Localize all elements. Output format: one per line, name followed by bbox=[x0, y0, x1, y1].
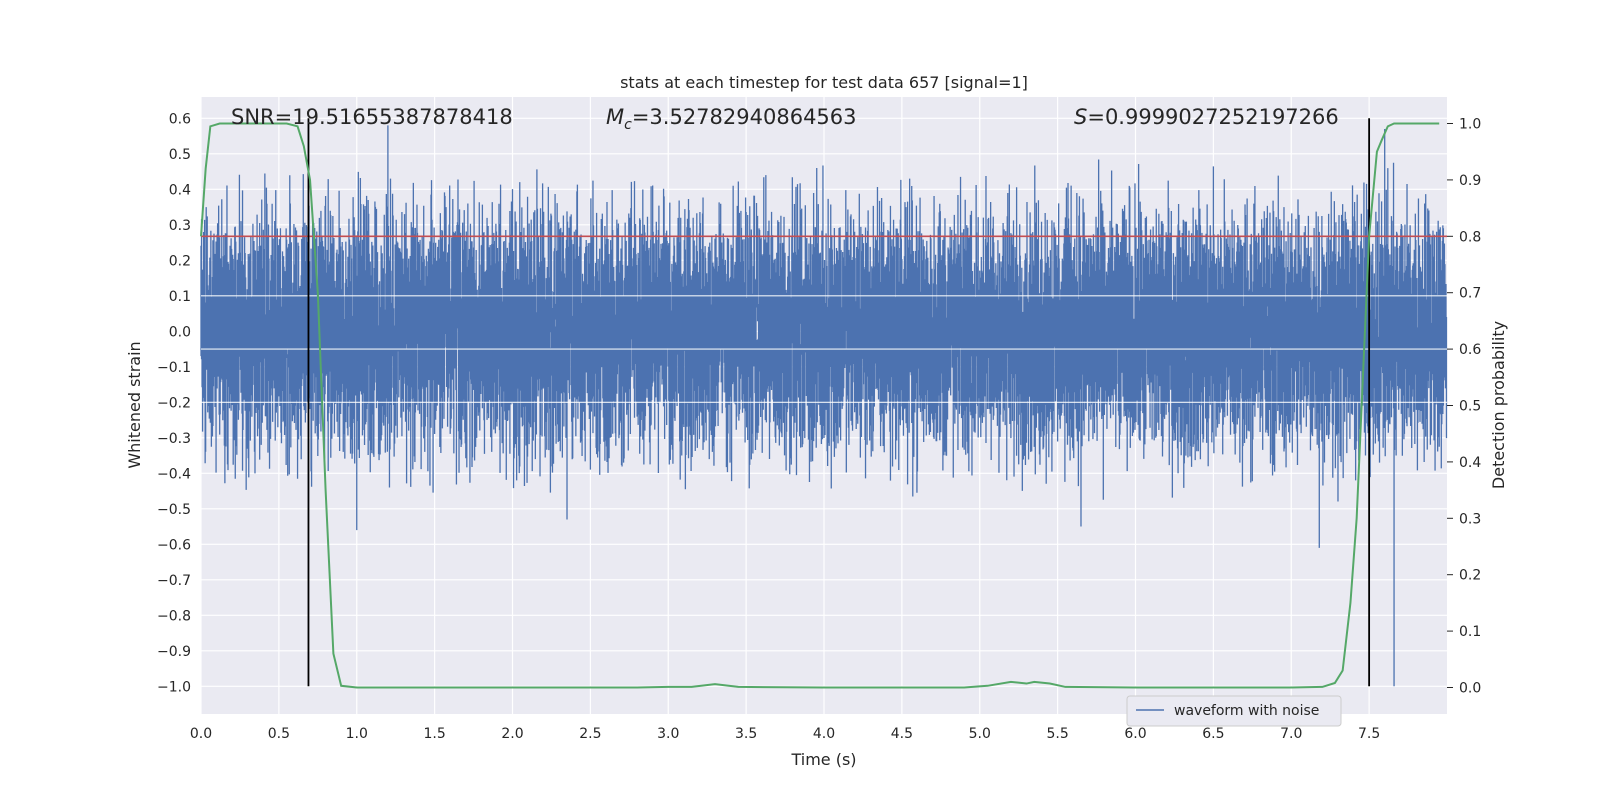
y-left-tick-label-6: 0.0 bbox=[169, 324, 191, 340]
x-axis-label: Time (s) bbox=[790, 750, 856, 769]
y-left-tick-label-13: −0.7 bbox=[157, 573, 191, 589]
y-right-tick-label-10: 0.0 bbox=[1459, 680, 1481, 696]
x-tick-label-13: 6.5 bbox=[1202, 726, 1224, 742]
legend-label-waveform: waveform with noise bbox=[1174, 703, 1319, 719]
y-left-tick-label-2: 0.4 bbox=[169, 182, 191, 198]
score-symbol: S bbox=[1074, 105, 1087, 129]
y-right-tick-label-0: 1.0 bbox=[1459, 117, 1481, 133]
detection-probability-line bbox=[200, 122, 1440, 689]
y-left-tick-label-12: −0.6 bbox=[157, 537, 191, 553]
y-right-tick-label-4: 0.6 bbox=[1459, 342, 1481, 358]
chart-title: stats at each timestep for test data 657… bbox=[620, 73, 1028, 92]
legend: waveform with noise bbox=[1126, 695, 1342, 727]
score-annotation: S=0.9999027252197266 bbox=[1074, 105, 1339, 129]
y-axis-left-ticks: 0.6 0.5 0.4 0.3 0.2 0.1 0.0 −0.1 −0.2 −0.3 −0.4 −0.… bbox=[157, 111, 191, 695]
legend-box bbox=[1126, 695, 1342, 727]
x-tick-label-6: 3.0 bbox=[657, 726, 679, 742]
x-tick-label-8: 4.0 bbox=[813, 726, 835, 742]
score-value: =0.9999027252197266 bbox=[1087, 105, 1338, 129]
y-right-tick-label-6: 0.4 bbox=[1459, 455, 1481, 471]
y-left-tick-label-3: 0.3 bbox=[169, 218, 191, 234]
snr-annotation: SNR=19.51655387878418 bbox=[231, 105, 513, 129]
y-left-tick-label-9: −0.3 bbox=[157, 431, 191, 447]
x-tick-label-4: 2.0 bbox=[501, 726, 523, 742]
y-right-tick-label-5: 0.5 bbox=[1459, 399, 1481, 415]
y-left-tick-label-0: 0.6 bbox=[169, 111, 191, 127]
y-right-tick-label-8: 0.2 bbox=[1459, 568, 1481, 584]
x-tick-label-0: 0.0 bbox=[190, 726, 212, 742]
x-tick-label-15: 7.5 bbox=[1358, 726, 1380, 742]
waveform-line bbox=[200, 125, 1448, 687]
y-left-tick-label-14: −0.8 bbox=[157, 608, 191, 624]
x-tick-label-7: 3.5 bbox=[735, 726, 757, 742]
chirp-mass-subscript: c bbox=[624, 117, 632, 133]
y-right-tick-label-1: 0.9 bbox=[1459, 173, 1481, 189]
y-left-tick-label-7: −0.1 bbox=[157, 360, 191, 376]
x-axis-ticks: 0.0 0.5 1.0 1.5 2.0 2.5 3.0 3.5 4.0 4.5 5.0 5.5 6.0 6… bbox=[190, 726, 1380, 742]
y-left-tick-label-4: 0.2 bbox=[169, 253, 191, 269]
y-axis-right-label: Detection probability bbox=[1489, 321, 1508, 489]
y-right-tick-label-2: 0.8 bbox=[1459, 229, 1481, 245]
y-right-tick-label-3: 0.7 bbox=[1459, 286, 1481, 302]
y-left-tick-label-8: −0.2 bbox=[157, 395, 191, 411]
x-tick-label-11: 5.5 bbox=[1046, 726, 1068, 742]
y-axis-right-ticks: 1.0 0.9 0.8 0.7 0.6 0.5 0.4 0.3 0.2 0.1 0.0 bbox=[1447, 117, 1481, 696]
x-tick-label-9: 4.5 bbox=[891, 726, 913, 742]
x-tick-label-14: 7.0 bbox=[1280, 726, 1302, 742]
waveform-series bbox=[200, 125, 1448, 687]
x-tick-label-2: 1.0 bbox=[346, 726, 368, 742]
y-left-tick-label-11: −0.5 bbox=[157, 502, 191, 518]
x-tick-label-1: 0.5 bbox=[268, 726, 290, 742]
chirp-mass-annotation: Mc=3.52782940864563 bbox=[606, 105, 857, 133]
y-left-tick-label-10: −0.4 bbox=[157, 466, 191, 482]
y-axis-left-label: Whitened strain bbox=[125, 341, 144, 468]
y-left-tick-label-16: −1.0 bbox=[157, 679, 191, 695]
y-right-tick-label-9: 0.1 bbox=[1459, 624, 1481, 640]
x-tick-label-10: 5.0 bbox=[969, 726, 991, 742]
y-left-tick-label-5: 0.1 bbox=[169, 289, 191, 305]
chirp-mass-value: =3.52782940864563 bbox=[632, 105, 857, 129]
x-tick-label-5: 2.5 bbox=[579, 726, 601, 742]
x-tick-label-3: 1.5 bbox=[423, 726, 445, 742]
y-left-tick-label-1: 0.5 bbox=[169, 147, 191, 163]
probability-series bbox=[200, 122, 1440, 689]
y-right-tick-label-7: 0.3 bbox=[1459, 511, 1481, 527]
y-left-tick-label-15: −0.9 bbox=[157, 644, 191, 660]
x-tick-label-12: 6.0 bbox=[1124, 726, 1146, 742]
overlay-lines bbox=[201, 118, 1447, 687]
chirp-mass-symbol: M bbox=[606, 105, 624, 129]
